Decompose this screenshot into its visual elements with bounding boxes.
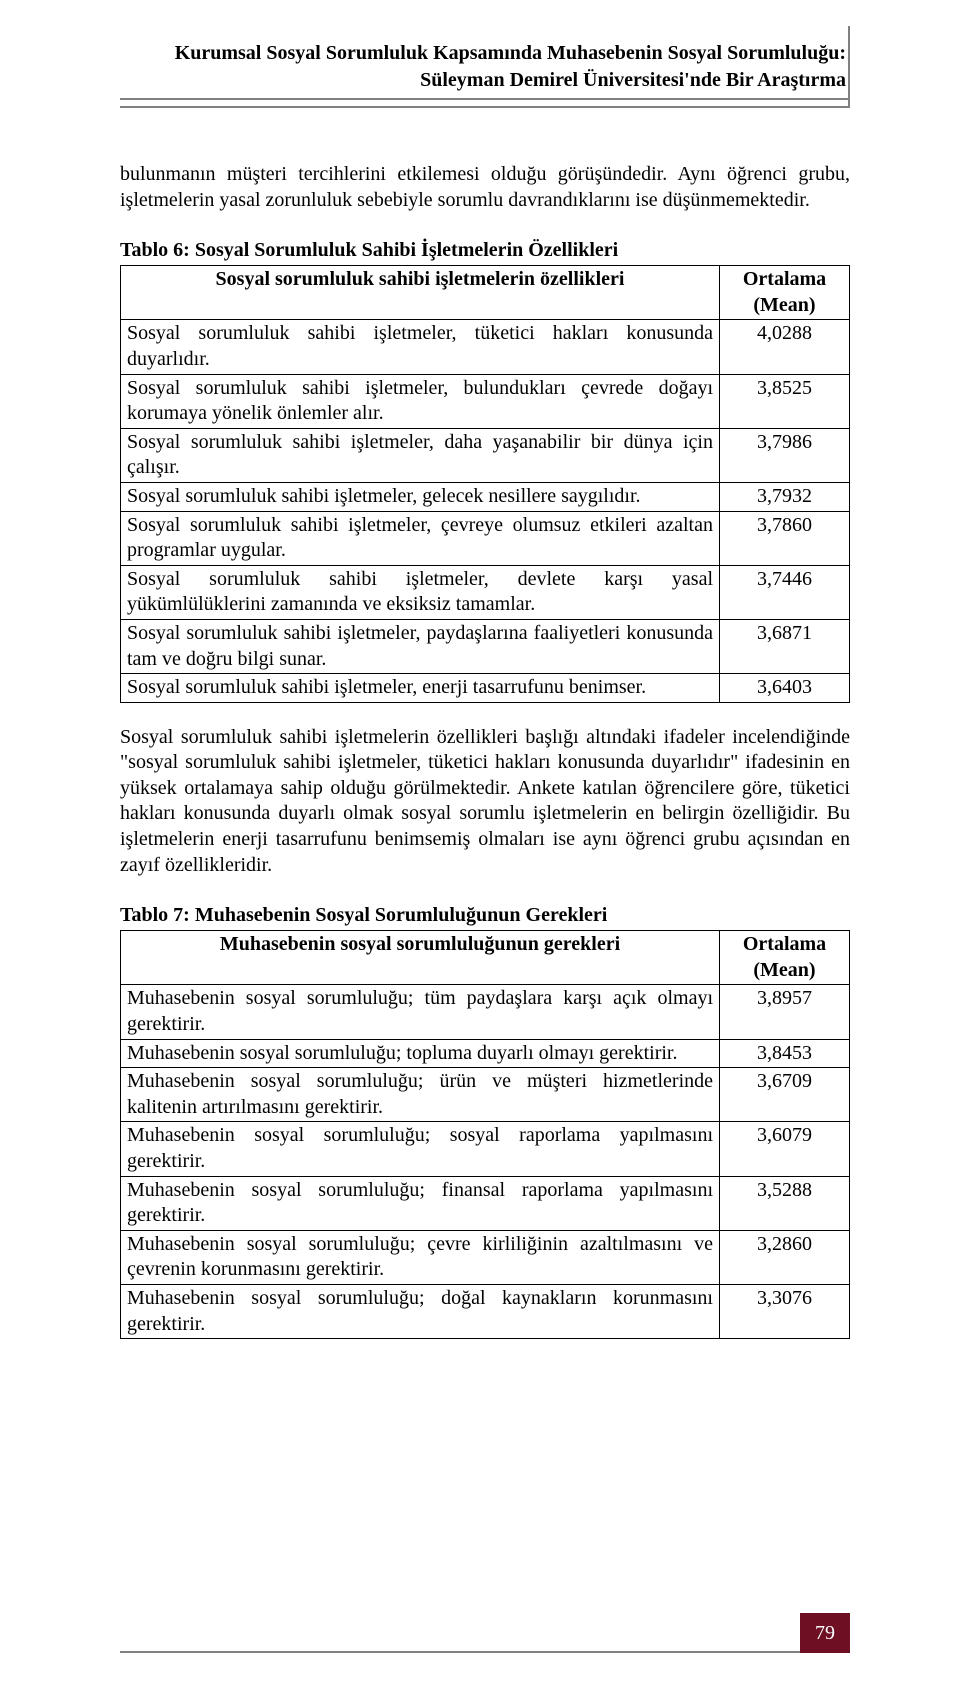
table7-head-row: Muhasebenin sosyal sorumluluğunun gerekl… [121, 931, 850, 985]
table6-row-value: 4,0288 [720, 320, 850, 374]
table-row: Sosyal sorumluluk sahibi işletmeler, bul… [121, 374, 850, 428]
table6-row-label: Sosyal sorumluluk sahibi işletmeler, dah… [121, 428, 720, 482]
table7-head-value-l2: (Mean) [753, 959, 815, 981]
table7-head-value-l1: Ortalama [743, 933, 826, 955]
table-row: Muhasebenin sosyal sorumluluğu; çevre ki… [121, 1230, 850, 1284]
table7-row-label: Muhasebenin sosyal sorumluluğu; sosyal r… [121, 1122, 720, 1176]
table6-head-value-l2: (Mean) [753, 294, 815, 316]
table6-row-value: 3,7446 [720, 565, 850, 619]
table6-row-value: 3,7932 [720, 482, 850, 511]
table6-row-value: 3,7860 [720, 511, 850, 565]
table7-row-value: 3,8453 [720, 1039, 850, 1068]
table7-head-value: Ortalama (Mean) [720, 931, 850, 985]
table-row: Sosyal sorumluluk sahibi işletmeler, gel… [121, 482, 850, 511]
table6-row-label: Sosyal sorumluluk sahibi işletmeler, tük… [121, 320, 720, 374]
table7-row-label: Muhasebenin sosyal sorumluluğu; finansal… [121, 1176, 720, 1230]
table7-row-label: Muhasebenin sosyal sorumluluğu; topluma … [121, 1039, 720, 1068]
table6-head-row: Sosyal sorumluluk sahibi işletmelerin öz… [121, 266, 850, 320]
footer-rule [120, 1651, 800, 1653]
mid-paragraph: Sosyal sorumluluk sahibi işletmelerin öz… [120, 725, 850, 879]
table6-row-label: Sosyal sorumluluk sahibi işletmeler, bul… [121, 374, 720, 428]
table-row: Sosyal sorumluluk sahibi işletmeler, pay… [121, 619, 850, 673]
table7-row-value: 3,3076 [720, 1284, 850, 1338]
table-row: Sosyal sorumluluk sahibi işletmeler, tük… [121, 320, 850, 374]
table7-row-value: 3,5288 [720, 1176, 850, 1230]
table6-row-value: 3,7986 [720, 428, 850, 482]
header-line-1: Kurumsal Sosyal Sorumluluk Kapsamında Mu… [120, 40, 846, 67]
page-number: 79 [815, 1622, 835, 1645]
table6: Sosyal sorumluluk sahibi işletmelerin öz… [120, 265, 850, 703]
table-row: Muhasebenin sosyal sorumluluğu; topluma … [121, 1039, 850, 1068]
table6-row-value: 3,8525 [720, 374, 850, 428]
table-row: Muhasebenin sosyal sorumluluğu; doğal ka… [121, 1284, 850, 1338]
table6-row-value: 3,6403 [720, 674, 850, 703]
table7-row-value: 3,6709 [720, 1068, 850, 1122]
table7-row-label: Muhasebenin sosyal sorumluluğu; doğal ka… [121, 1284, 720, 1338]
table7-row-value: 3,2860 [720, 1230, 850, 1284]
header-rule [120, 98, 850, 108]
table7-row-value: 3,8957 [720, 985, 850, 1039]
table6-head-value: Ortalama (Mean) [720, 266, 850, 320]
intro-paragraph: bulunmanın müşteri tercihlerini etkileme… [120, 162, 850, 213]
table6-row-label: Sosyal sorumluluk sahibi işletmeler, çev… [121, 511, 720, 565]
table7-head-label: Muhasebenin sosyal sorumluluğunun gerekl… [121, 931, 720, 985]
table-row: Muhasebenin sosyal sorumluluğu; ürün ve … [121, 1068, 850, 1122]
table6-row-label: Sosyal sorumluluk sahibi işletmeler, dev… [121, 565, 720, 619]
table6-row-label: Sosyal sorumluluk sahibi işletmeler, pay… [121, 619, 720, 673]
table7-row-label: Muhasebenin sosyal sorumluluğu; ürün ve … [121, 1068, 720, 1122]
page-header: Kurumsal Sosyal Sorumluluk Kapsamında Mu… [120, 40, 850, 94]
table6-head-label: Sosyal sorumluluk sahibi işletmelerin öz… [121, 266, 720, 320]
table-row: Muhasebenin sosyal sorumluluğu; tüm payd… [121, 985, 850, 1039]
table-row: Muhasebenin sosyal sorumluluğu; sosyal r… [121, 1122, 850, 1176]
table7: Muhasebenin sosyal sorumluluğunun gerekl… [120, 930, 850, 1339]
table7-row-label: Muhasebenin sosyal sorumluluğu; tüm payd… [121, 985, 720, 1039]
table-row: Sosyal sorumluluk sahibi işletmeler, dah… [121, 428, 850, 482]
table-row: Sosyal sorumluluk sahibi işletmeler, dev… [121, 565, 850, 619]
table6-row-label: Sosyal sorumluluk sahibi işletmeler, gel… [121, 482, 720, 511]
table7-row-value: 3,6079 [720, 1122, 850, 1176]
table7-caption: Tablo 7: Muhasebenin Sosyal Sorumluluğun… [120, 902, 850, 928]
page-number-badge: 79 [800, 1613, 850, 1653]
table7-row-label: Muhasebenin sosyal sorumluluğu; çevre ki… [121, 1230, 720, 1284]
table6-row-value: 3,6871 [720, 619, 850, 673]
table6-row-label: Sosyal sorumluluk sahibi işletmeler, ene… [121, 674, 720, 703]
table6-caption: Tablo 6: Sosyal Sorumluluk Sahibi İşletm… [120, 237, 850, 263]
table6-head-value-l1: Ortalama [743, 268, 826, 290]
table-row: Muhasebenin sosyal sorumluluğu; finansal… [121, 1176, 850, 1230]
table-row: Sosyal sorumluluk sahibi işletmeler, ene… [121, 674, 850, 703]
table-row: Sosyal sorumluluk sahibi işletmeler, çev… [121, 511, 850, 565]
header-line-2: Süleyman Demirel Üniversitesi'nde Bir Ar… [120, 67, 846, 94]
